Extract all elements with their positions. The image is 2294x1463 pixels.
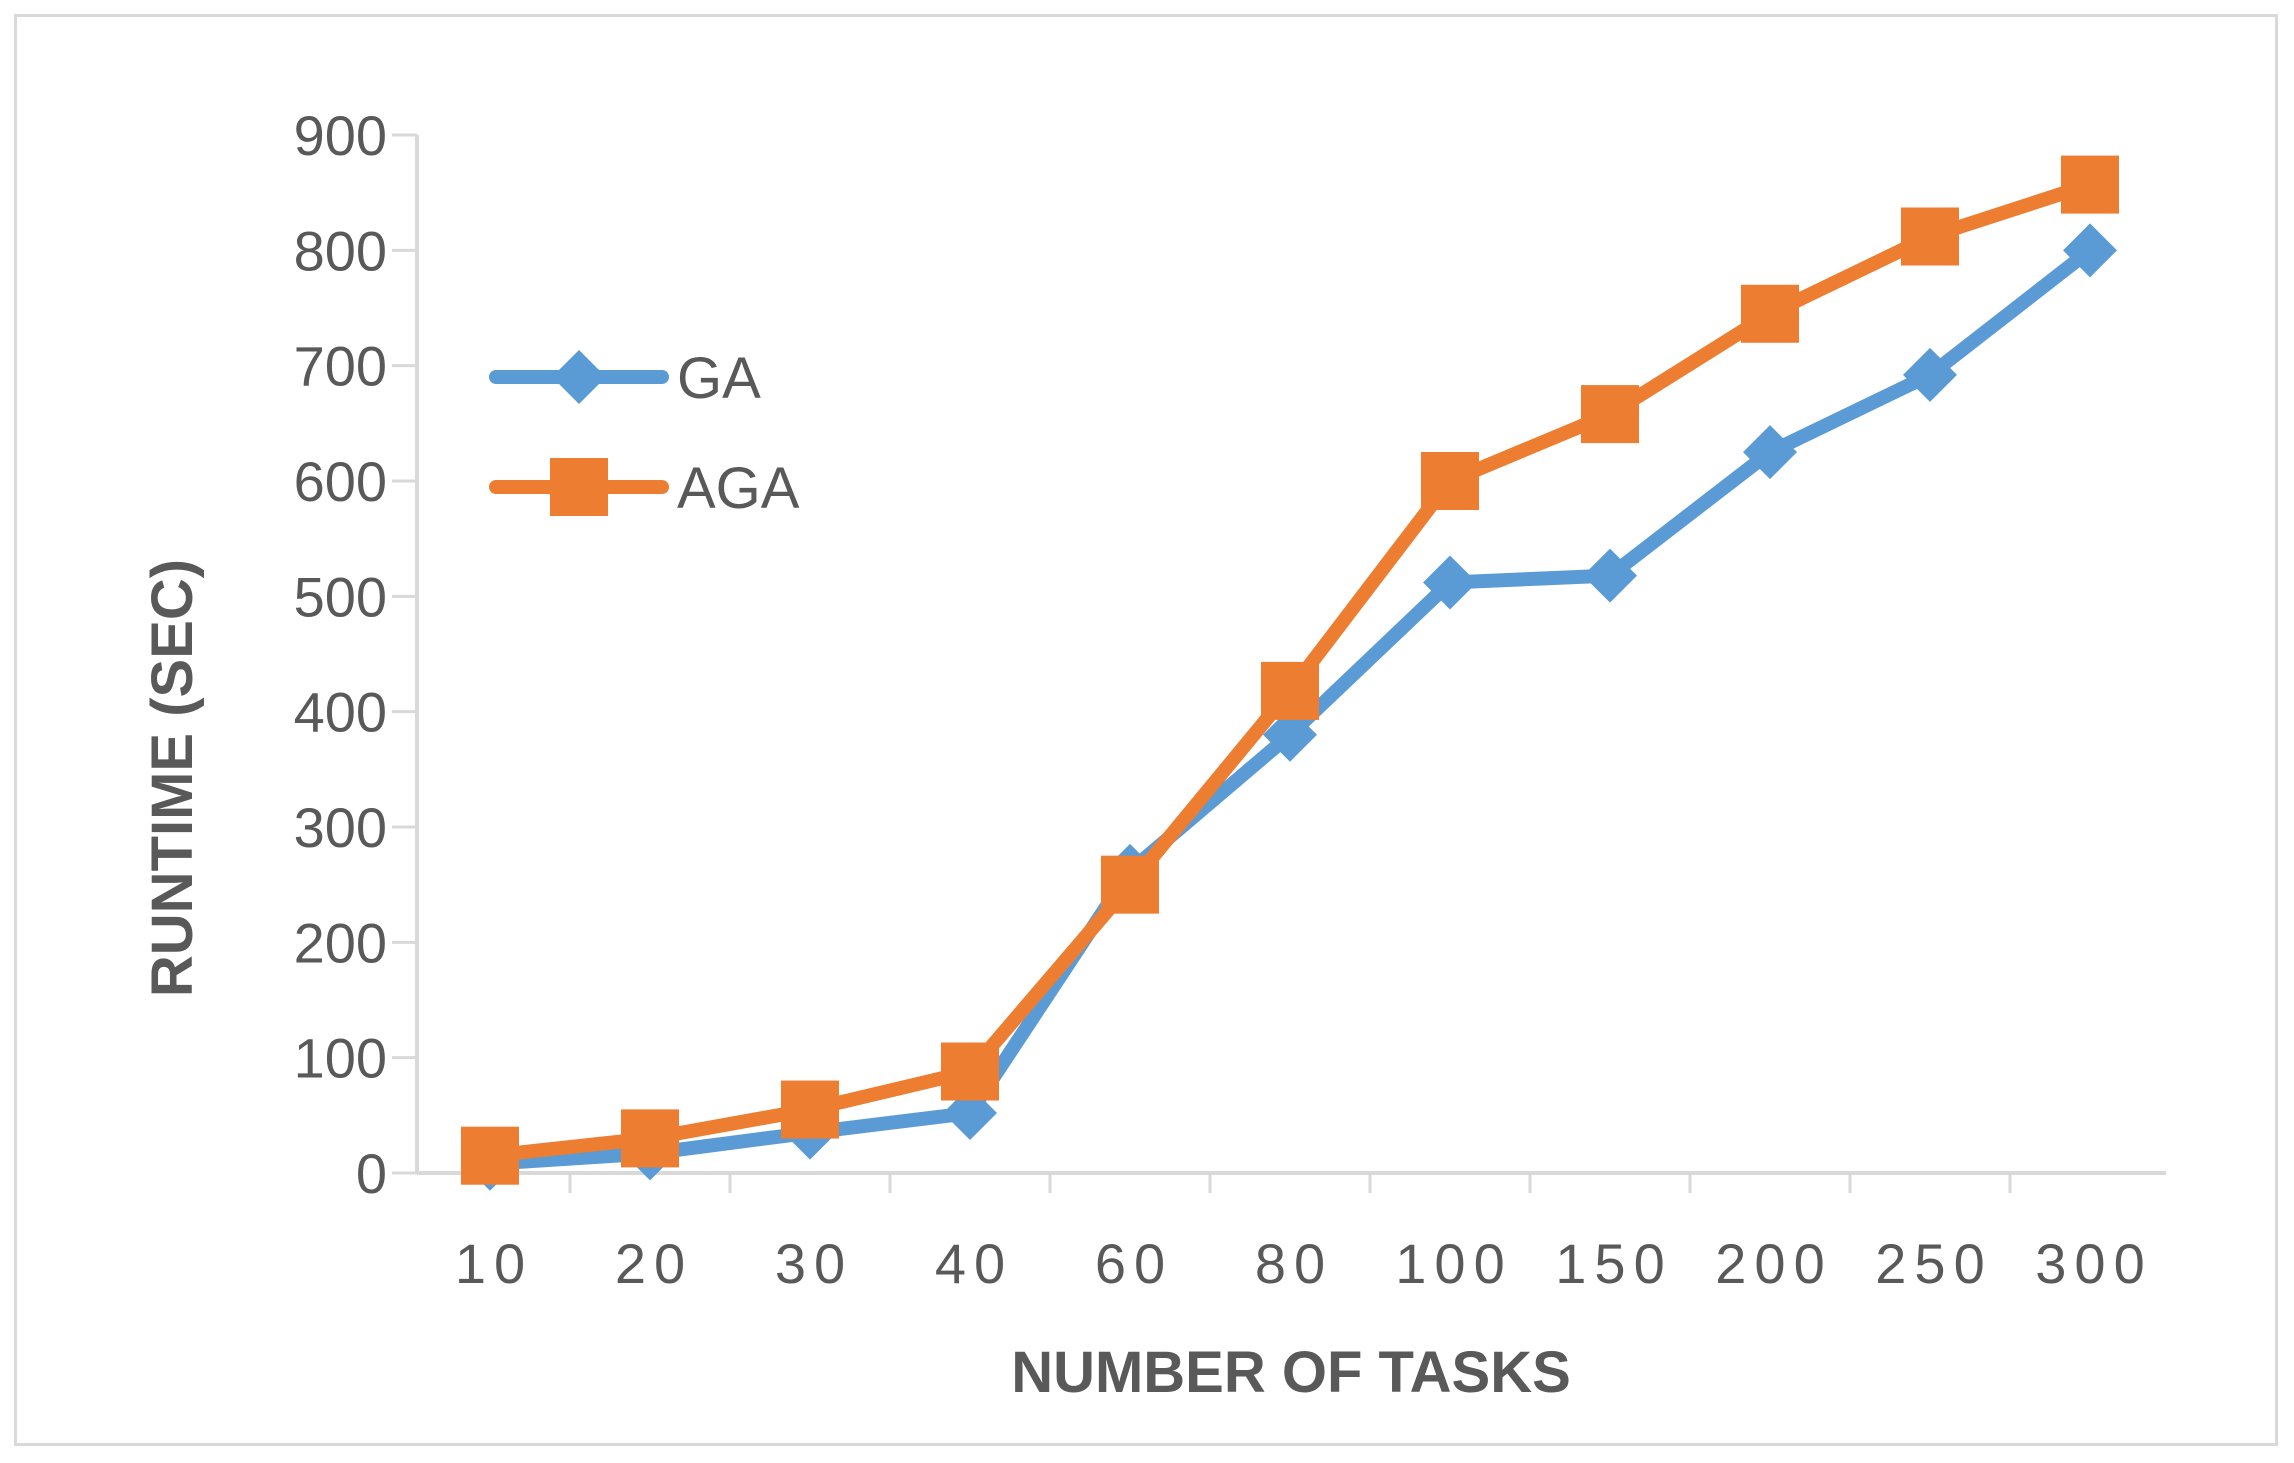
y-axis-title: RUNTIME (SEC) bbox=[140, 559, 205, 997]
x-tick-label: 30 bbox=[775, 1232, 853, 1295]
y-tick-label: 200 bbox=[294, 911, 387, 974]
data-point-aga bbox=[461, 1126, 519, 1185]
data-point-aga bbox=[1261, 661, 1319, 720]
x-tick-label: 40 bbox=[935, 1232, 1013, 1295]
y-tick-label: 900 bbox=[294, 104, 387, 167]
y-tick-label: 100 bbox=[294, 1027, 387, 1090]
y-tick-label: 300 bbox=[294, 796, 387, 859]
x-tick-label: 20 bbox=[615, 1232, 693, 1295]
data-point-aga bbox=[781, 1080, 839, 1139]
data-point-ga bbox=[2063, 223, 2117, 278]
data-point-aga bbox=[621, 1109, 679, 1168]
data-point-ga bbox=[1743, 425, 1797, 480]
data-point-aga bbox=[941, 1042, 999, 1101]
y-tick-label: 700 bbox=[294, 335, 387, 398]
x-tick-label: 200 bbox=[1715, 1232, 1832, 1295]
data-point-ga bbox=[1583, 548, 1637, 603]
data-point-ga bbox=[1263, 707, 1317, 762]
x-tick-label: 300 bbox=[2035, 1232, 2152, 1295]
data-point-ga bbox=[1423, 555, 1477, 610]
legend: GA AGA bbox=[489, 346, 800, 521]
data-point-aga bbox=[1581, 385, 1639, 444]
square-marker bbox=[550, 458, 608, 516]
diamond-marker bbox=[552, 350, 606, 404]
y-tick-label: 400 bbox=[294, 681, 387, 744]
data-point-aga bbox=[1101, 855, 1159, 914]
x-tick-label: 80 bbox=[1255, 1232, 1333, 1295]
y-tick-label: 0 bbox=[356, 1142, 387, 1205]
x-tick-label: 100 bbox=[1395, 1232, 1512, 1295]
data-point-aga bbox=[1741, 284, 1799, 343]
data-point-aga bbox=[1421, 452, 1479, 510]
x-ticks: 10 20 30 40 60 80 100 150 200 250 300 bbox=[455, 1173, 2152, 1295]
x-tick-label: 150 bbox=[1555, 1232, 1672, 1295]
x-tick-label: 250 bbox=[1875, 1232, 1992, 1295]
x-axis-title: NUMBER OF TASKS bbox=[1011, 1340, 1571, 1405]
legend-label-aga: AGA bbox=[677, 456, 800, 521]
y-tick-label: 500 bbox=[294, 565, 387, 628]
legend-label-ga: GA bbox=[677, 346, 761, 411]
data-point-ga bbox=[1903, 347, 1957, 402]
x-tick-label: 10 bbox=[455, 1232, 533, 1295]
x-tick-label: 60 bbox=[1095, 1232, 1173, 1295]
y-ticks: 0 100 200 300 400 500 600 700 800 900 bbox=[294, 104, 417, 1205]
data-point-aga bbox=[2061, 155, 2119, 214]
series-layer bbox=[461, 155, 2119, 1191]
y-tick-label: 600 bbox=[294, 450, 387, 513]
data-point-aga bbox=[1901, 207, 1959, 266]
y-tick-label: 800 bbox=[294, 219, 387, 282]
